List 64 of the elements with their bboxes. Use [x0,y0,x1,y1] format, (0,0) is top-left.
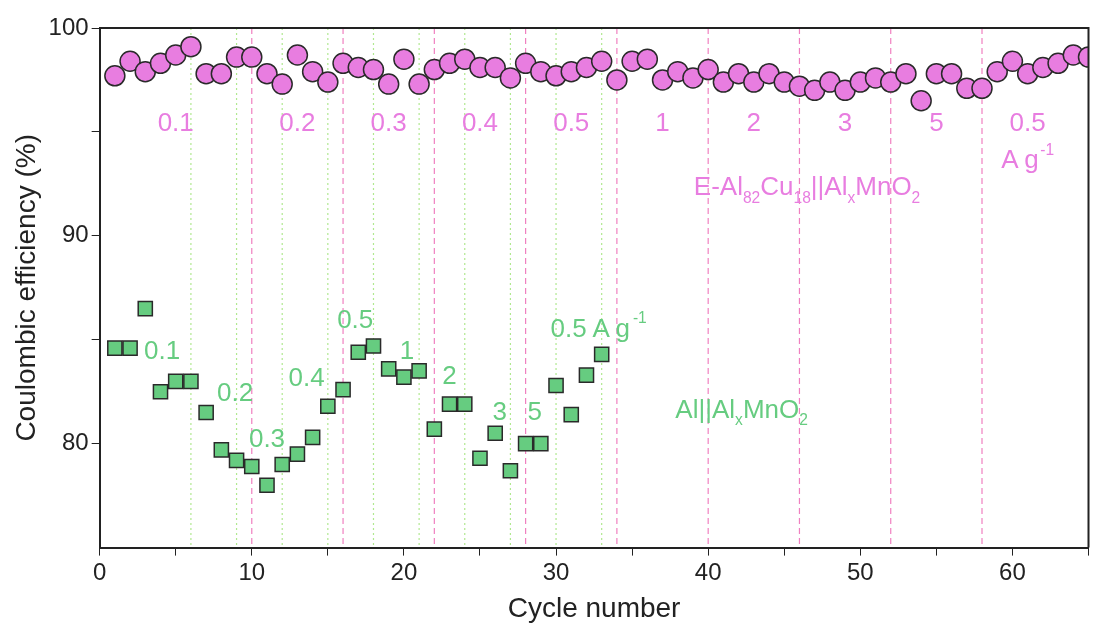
annotation: 3 [837,106,853,137]
annotation: 5 [527,395,542,426]
point [304,429,321,446]
point [137,300,154,317]
point [228,452,245,469]
x-tick-label: 20 [390,557,418,585]
annotation: 0.2 [216,376,254,407]
point [350,344,367,361]
annotation: 1 [655,106,670,137]
annotation: 1 [399,335,415,366]
point [243,458,260,475]
point [472,450,488,467]
x-tick-label: 10 [238,557,266,585]
point [487,425,504,442]
annotation: 2 [442,360,457,391]
point [548,377,564,394]
point [167,373,184,390]
point [563,406,580,423]
point [152,383,169,400]
x-tick-label: 40 [694,557,722,585]
annotation: 0.5 [337,304,374,335]
point [213,442,230,458]
annotation: 5 [929,106,944,137]
x-tick-label: 30 [542,557,570,585]
x-tick-label: 50 [846,557,874,585]
point [335,381,351,398]
y-axis-title: Coulombic efficiency (%) [9,134,41,442]
annotation: 0.2 [279,106,316,137]
x-tick-label: 0 [92,557,107,585]
point [198,404,214,421]
point [396,369,412,385]
x-axis-title: Cycle number [507,591,681,623]
annotation: 0.3 [370,106,407,137]
point [107,340,123,356]
annotation: 3 [492,395,507,426]
y-tick-label: 80 [61,428,89,456]
annotation: 0.1 [157,106,194,137]
annotation: 0.5 [553,106,590,137]
point [517,435,534,452]
point [320,398,336,415]
point [274,456,291,473]
annotation: 2 [746,106,762,137]
point [183,373,199,390]
point [456,396,473,413]
annotation: 0.1 [143,335,181,366]
annotation: 0.4 [461,106,499,137]
annotation: 0.5 [1009,106,1046,137]
point [365,338,382,354]
point [502,462,519,479]
point [289,446,306,462]
y-tick-label: 90 [61,220,89,248]
x-tick-label: 60 [999,557,1026,585]
point [259,477,275,494]
point [593,346,610,363]
point [426,421,443,437]
point [578,367,595,383]
y-tick-label: 100 [48,12,89,40]
annotation: 0.4 [288,362,325,393]
point [411,363,427,379]
point [380,361,397,377]
annotation: 0.3 [248,422,286,453]
point [441,396,458,413]
point [533,435,549,452]
point [122,340,138,356]
